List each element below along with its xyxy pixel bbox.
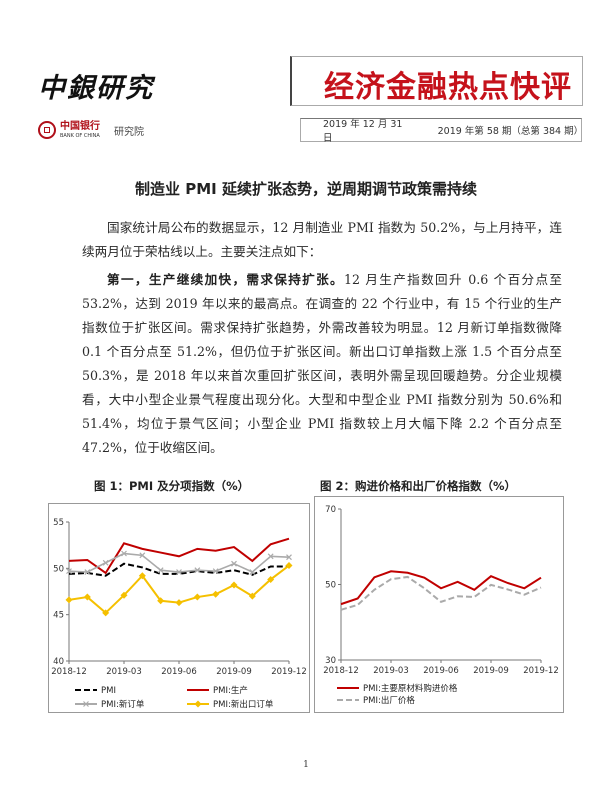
- first-point-text: 12 月生产指数回升 0.6 个百分点至 53.2%，达到 2019 年以来的最…: [82, 272, 562, 455]
- series-line: [340, 570, 542, 606]
- data-point-x: [66, 568, 72, 575]
- data-point-diamond: [102, 609, 110, 617]
- y-tick-label: 50: [325, 581, 336, 591]
- x-tick-label: 2019-03: [373, 666, 409, 676]
- data-point-x: [176, 569, 182, 575]
- data-point-diamond: [267, 575, 275, 583]
- data-point-x: [157, 567, 164, 574]
- y-tick-label: 45: [53, 611, 64, 621]
- bank-logo-row: 中国银行 BANK OF CHINA 研究院: [38, 117, 144, 143]
- series-title: 经济金融热点快评: [324, 70, 572, 105]
- x-tick-label: 2019-09: [216, 667, 252, 677]
- data-point-diamond: [120, 591, 128, 599]
- issue-number: 2019 年第 58 期（总第 384 期）: [437, 126, 584, 137]
- first-point-heading: 第一，生产继续加快，需求保持扩张。: [107, 272, 344, 287]
- data-point-diamond: [138, 572, 146, 580]
- date-issue-bar: 2019 年 12 月 31 日 2019 年第 58 期（总第 384 期）: [300, 118, 584, 144]
- figure-1-caption: 图 1：PMI 及分项指数（%）: [94, 479, 250, 493]
- institute-label: 研究院: [114, 126, 144, 138]
- y-tick-label: 55: [53, 518, 64, 528]
- data-point-x: [231, 560, 237, 567]
- data-point-diamond: [65, 596, 73, 604]
- data-point-diamond: [157, 597, 165, 605]
- bank-name-en: BANK OF CHINA: [60, 132, 100, 139]
- paragraph-first-point: 第一，生产继续加快，需求保持扩张。12 月生产指数回升 0.6 个百分点至 53…: [82, 268, 562, 460]
- series-title-box: 经济金融热点快评: [290, 56, 583, 106]
- data-point-diamond: [175, 599, 183, 607]
- series-line: [68, 562, 289, 577]
- figure-2-caption: 图 2：购进价格和出厂价格指数（%）: [320, 479, 517, 493]
- data-point-diamond: [83, 593, 91, 601]
- data-point-x: [249, 569, 256, 575]
- data-point-x: [121, 550, 127, 557]
- publish-date: 2019 年 12 月 31 日: [323, 119, 403, 144]
- legend-label: PMI:主要原材料购进价格: [363, 683, 458, 694]
- x-tick-label: 2018-12: [51, 667, 87, 677]
- x-tick-label: 2018-12: [323, 666, 359, 676]
- paragraph-intro: 国家统计局公布的数据显示，12 月制造业 PMI 指数为 50.2%，与上月持平…: [82, 220, 562, 259]
- y-tick-label: 50: [53, 564, 64, 574]
- data-point-diamond: [230, 581, 238, 589]
- legend-marker: [194, 700, 202, 708]
- data-point-x: [102, 559, 109, 566]
- figure-2-frame: 30 50 70 2018-12 2019-03 2019-06 2019-09 2019-1…: [314, 496, 564, 713]
- figure-1-chart: 40 45 50 55 2018-12 2019-03 2019-06 2019-09 2019…: [51, 518, 307, 710]
- data-point-diamond: [285, 562, 293, 570]
- y-tick-label: 40: [53, 657, 64, 667]
- article-headline: 制造业 PMI 延续扩张态势，逆周期调节政策需持续: [135, 180, 477, 198]
- data-point-x: [212, 568, 219, 575]
- x-tick-label: 2019-09: [473, 666, 509, 676]
- legend-label: PMI:新订单: [101, 699, 145, 710]
- figure-2-chart: 30 50 70 2018-12 2019-03 2019-06 2019-09 2019-1…: [323, 505, 559, 706]
- legend-label: PMI: [101, 686, 116, 696]
- data-point-diamond: [193, 593, 201, 601]
- x-tick-label: 2019-12: [523, 666, 559, 676]
- legend-label: PMI:新出口订单: [213, 699, 274, 710]
- x-tick-label: 2019-12: [271, 667, 307, 677]
- bank-of-china-logo-icon: [38, 121, 56, 139]
- brand-wordmark: 中銀研究: [38, 73, 154, 104]
- legend-marker: [83, 701, 89, 707]
- data-point-diamond: [212, 590, 220, 598]
- bank-name: 中国银行 BANK OF CHINA: [60, 120, 100, 139]
- x-tick-label: 2019-06: [423, 666, 459, 676]
- series-line: [340, 575, 542, 611]
- legend-label: PMI:出厂价格: [363, 695, 415, 706]
- series-line: [68, 537, 290, 575]
- data-point-x: [194, 567, 201, 574]
- x-tick-label: 2019-06: [161, 667, 197, 677]
- page-number: 1: [303, 760, 309, 770]
- data-point-x: [286, 554, 292, 561]
- data-point-x: [84, 569, 91, 575]
- legend-label: PMI:生产: [213, 685, 248, 696]
- x-tick-label: 2019-03: [106, 667, 142, 677]
- y-tick-label: 70: [325, 505, 336, 515]
- data-point-x: [267, 553, 274, 560]
- data-point-x: [139, 552, 146, 559]
- figure-1-frame: 40 45 50 55 2018-12 2019-03 2019-06 2019-09 2019…: [48, 503, 310, 713]
- data-point-diamond: [248, 592, 256, 600]
- bank-name-cn: 中国银行: [60, 120, 100, 132]
- y-tick-label: 30: [325, 656, 336, 666]
